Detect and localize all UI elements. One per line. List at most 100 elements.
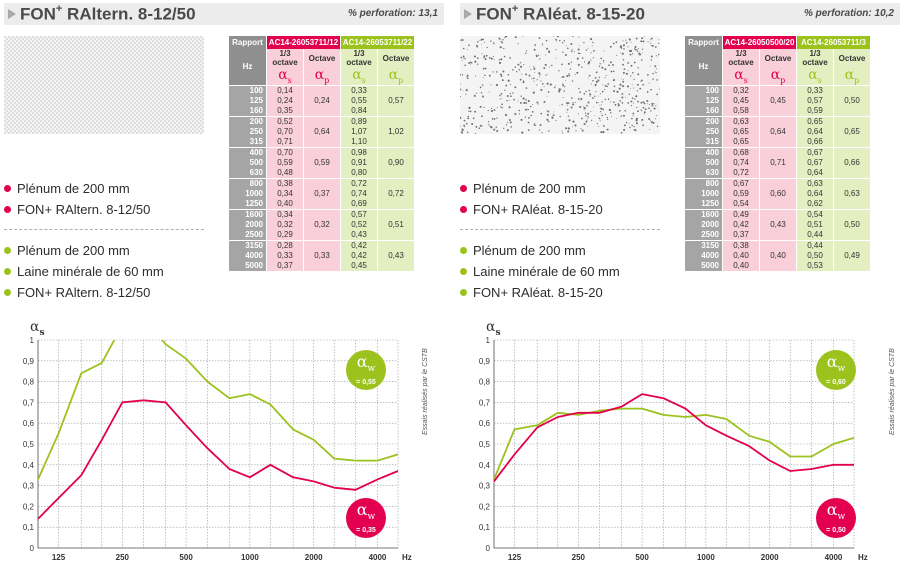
alpha-s-red-cell: 0,34 (267, 208, 303, 220)
y-tick-label: 0 (30, 544, 35, 553)
alpha-w-badge-red: αw = 0,50 (816, 498, 856, 538)
absorption-chart: 0 0,1 0,2 0,3 0,4 0,5 0,6 0,7 0,8 0,9 1 125 250 500 10… (456, 318, 904, 563)
y-tick-label: 0,9 (23, 357, 35, 366)
alpha-p-green-cell: 0,49 (834, 239, 870, 271)
table-row: 1000 0,59 0,64 (685, 188, 870, 199)
alpha-s-header: αs (341, 67, 377, 85)
hz-cell: 500 (685, 157, 722, 168)
x-tick-label: 2000 (305, 553, 323, 562)
legend-red-1: Plénum de 200 mm (460, 181, 586, 196)
table-row: 160 0,58 0,59 (685, 105, 870, 116)
y-tick-label: 0,5 (479, 440, 491, 449)
y-tick-label: 0,3 (23, 482, 35, 491)
y-tick-label: 0,8 (23, 378, 35, 387)
x-axis-unit: Hz (858, 553, 868, 562)
alpha-s-red-cell: 0,58 (723, 105, 759, 116)
hz-cell: 800 (685, 177, 722, 189)
rapport-header: Rapport (229, 36, 266, 49)
panel-left: FON+ RAltern. 8-12/50 % perforation: 13,… (0, 0, 448, 563)
alpha-s-green-cell: 0,64 (797, 126, 833, 137)
alpha-s-green-cell: 0,62 (797, 198, 833, 209)
alpha-s-green-cell: 1,07 (341, 126, 377, 137)
legend-green-2: Laine minérale de 60 mm (460, 264, 620, 279)
alpha-s-red-cell: 0,74 (723, 157, 759, 168)
alpha-p-header: αp (378, 67, 414, 85)
hz-cell: 5000 (685, 260, 722, 271)
alpha-p-green-cell: 0,43 (378, 239, 414, 271)
hz-cell: 1250 (229, 198, 266, 209)
table-row: 800 0,38 0,37 0,72 0,72 (229, 177, 414, 209)
alpha-p-green-cell: 1,02 (378, 115, 414, 147)
table-row: 2000 0,32 0,52 (229, 219, 414, 230)
alpha-p-red-cell: 0,45 (760, 84, 796, 116)
table-row: 2500 0,29 0,43 (229, 229, 414, 240)
alpha-s-green-cell: 0,67 (797, 157, 833, 168)
hz-header: Hz (685, 49, 722, 85)
y-axis-label: αs (486, 319, 501, 338)
divider (4, 229, 204, 230)
table-row: 630 0,48 0,80 (229, 167, 414, 178)
alpha-s-green-cell: 1,10 (341, 136, 377, 147)
alpha-s-red-cell: 0,38 (723, 239, 759, 251)
y-tick-label: 0,4 (479, 461, 491, 470)
product-title: FON+ RAltern. 8-12/50 (20, 3, 196, 24)
x-tick-label: 2000 (761, 553, 779, 562)
alpha-s-red-cell: 0,68 (723, 146, 759, 158)
alpha-p-red-cell: 0,64 (760, 115, 796, 147)
title-bar: FON+ RAltern. 8-12/50 % perforation: 13,… (4, 3, 444, 25)
hz-cell: 500 (229, 157, 266, 168)
hz-cell: 1000 (685, 188, 722, 199)
alpha-s-red-cell: 0,34 (267, 188, 303, 199)
alpha-s-green-cell: 0,52 (341, 219, 377, 230)
alpha-s-green-cell: 0,91 (341, 157, 377, 168)
ref-green-header: AC14-26053711/22 (341, 36, 414, 49)
y-axis-label: αs (30, 319, 45, 338)
y-tick-label: 0,1 (23, 523, 35, 532)
alpha-s-green-cell: 0,65 (797, 115, 833, 127)
table-row: 1250 0,40 0,69 (229, 198, 414, 209)
hz-cell: 3150 (229, 239, 266, 251)
product-title: FON+ RAléat. 8-15-20 (476, 3, 645, 24)
ref-red-header: AC14-26050500/20 (723, 36, 796, 49)
hz-cell: 630 (229, 167, 266, 178)
hz-cell: 1000 (229, 188, 266, 199)
y-tick-label: 0,9 (479, 357, 491, 366)
red-dot-icon (460, 185, 467, 192)
alpha-s-green-cell: 0,44 (797, 229, 833, 240)
alpha-s-green-cell: 0,43 (341, 229, 377, 240)
alpha-s-red-cell: 0,63 (723, 115, 759, 127)
x-tick-label: 1000 (697, 553, 715, 562)
y-tick-label: 0 (486, 544, 491, 553)
alpha-p-green-cell: 0,63 (834, 177, 870, 209)
table-row: 400 0,70 0,59 0,98 0,90 (229, 146, 414, 178)
legend-green-3: FON+ RAléat. 8-15-20 (460, 285, 603, 300)
alpha-s-green-cell: 0,89 (341, 115, 377, 127)
alpha-s-green-cell: 0,84 (341, 105, 377, 116)
red-dot-icon (4, 185, 11, 192)
table-row: 3150 0,28 0,33 0,42 0,43 (229, 239, 414, 271)
cstb-note: Essais réalisés par le CSTB (422, 348, 429, 435)
alpha-s-green-cell: 0,67 (797, 146, 833, 158)
alpha-w-badge-green: αw = 0,55 (346, 350, 386, 390)
table-body: 100 0,32 0,45 0,33 0,50 125 0,45 0,57 160 0,58 0,5… (685, 84, 870, 271)
table-row: 100 0,14 0,24 0,33 0,57 (229, 84, 414, 116)
alpha-s-red-cell: 0,40 (723, 260, 759, 271)
perforation-pattern-image (460, 36, 660, 134)
table-row: 2500 0,37 0,44 (685, 229, 870, 240)
alpha-s-red-cell: 0,29 (267, 229, 303, 240)
alpha-p-red-cell: 0,64 (304, 115, 340, 147)
octave-header: Octave (834, 49, 870, 67)
rapport-header: Rapport (685, 36, 722, 49)
cstb-note: Essais réalisés par le CSTB (889, 348, 896, 435)
perforation-pattern-image (4, 36, 204, 134)
alpha-s-green-cell: 0,44 (797, 239, 833, 251)
alpha-s-red-cell: 0,59 (723, 188, 759, 199)
alpha-s-green-cell: 0,53 (797, 260, 833, 271)
panel-right: FON+ RAléat. 8-15-20 % perforation: 10,2… (456, 0, 904, 563)
alpha-s-red-cell: 0,52 (267, 115, 303, 127)
table-row: 400 0,68 0,71 0,67 0,66 (685, 146, 870, 178)
divider (460, 229, 660, 230)
table-row: 315 0,71 1,10 (229, 136, 414, 147)
table-row: 500 0,74 0,67 (685, 157, 870, 168)
hz-cell: 400 (685, 146, 722, 158)
